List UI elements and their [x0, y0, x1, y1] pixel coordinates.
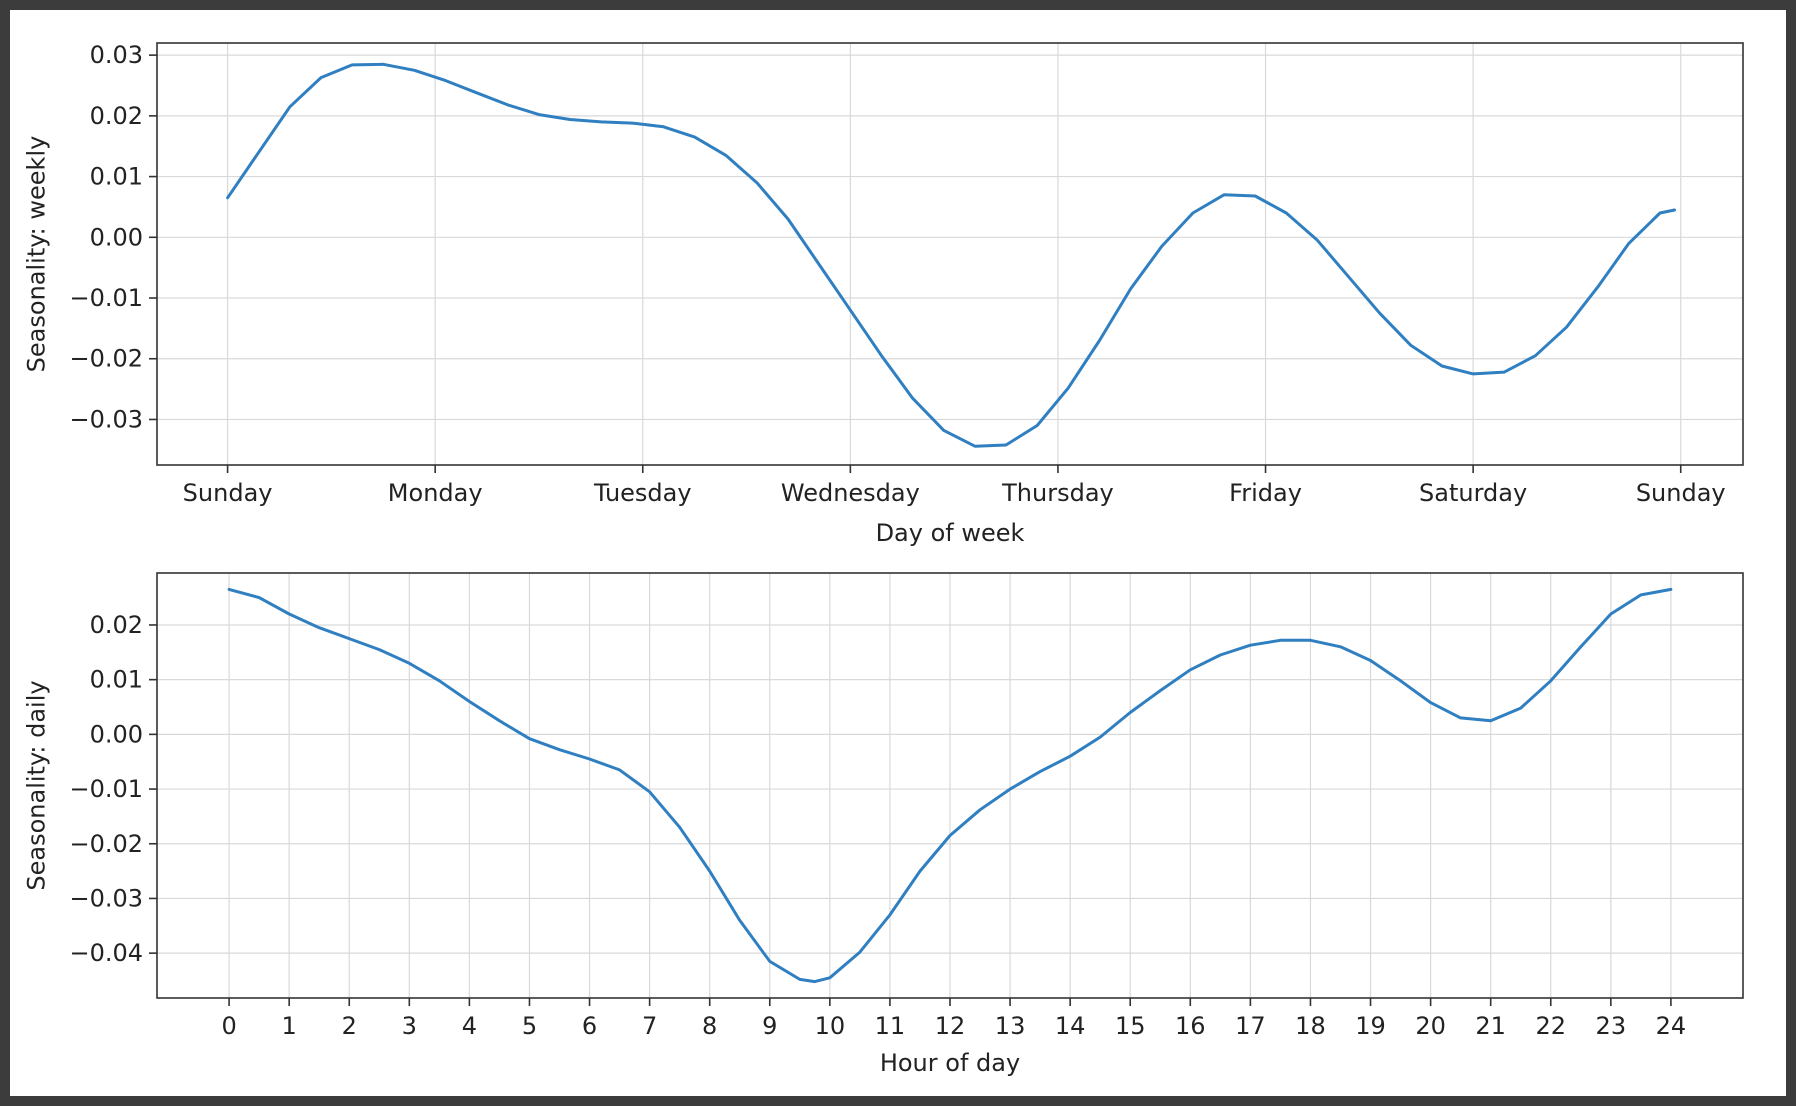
x-tick-label: Friday [1229, 479, 1302, 507]
x-tick-label: 8 [702, 1012, 717, 1040]
x-tick-label: 20 [1415, 1012, 1446, 1040]
x-tick-label: 12 [935, 1012, 966, 1040]
x-tick-label: Thursday [1001, 479, 1114, 507]
x-tick-label: 13 [995, 1012, 1026, 1040]
y-tick-label: 0.01 [90, 163, 143, 191]
series-line-0 [227, 587, 1673, 984]
series-line-0 [226, 62, 1676, 448]
x-tick-label: 3 [402, 1012, 417, 1040]
x-tick-label: Saturday [1419, 479, 1527, 507]
x-tick-label: Sunday [1636, 479, 1726, 507]
y-axis-title: Seasonality: weekly [22, 136, 50, 373]
x-tick-label: 6 [582, 1012, 597, 1040]
x-tick-label: Wednesday [781, 479, 920, 507]
x-tick-label: 15 [1115, 1012, 1146, 1040]
weekly-seasonality-chart: Sunday Monday Tuesday Wednesday Thursday Frid… [22, 41, 1744, 547]
x-tick-label: 9 [762, 1012, 777, 1040]
x-tick-label: 19 [1355, 1012, 1386, 1040]
y-tick-label: 0.01 [90, 666, 143, 694]
x-tick-label: Tuesday [593, 479, 692, 507]
x-tick-label: 18 [1295, 1012, 1326, 1040]
x-tick-label: 7 [642, 1012, 657, 1040]
x-tick-label: 2 [342, 1012, 357, 1040]
daily-seasonality-chart: 0 1 2 3 4 5 6 7 8 9 10 11 12 13 14 15 16 17 18 19 20 21 22 23 24… [22, 572, 1744, 1077]
x-tick-label: 21 [1475, 1012, 1506, 1040]
x-tick-label: 22 [1535, 1012, 1566, 1040]
y-axis-title: Seasonality: daily [22, 680, 50, 890]
x-tick-label: 1 [282, 1012, 297, 1040]
x-tick-label: 14 [1055, 1012, 1086, 1040]
y-tick-label: 0.00 [90, 720, 143, 748]
x-tick-label: 11 [875, 1012, 906, 1040]
y-tick-label: −0.01 [69, 775, 143, 803]
x-tick-label: 5 [522, 1012, 537, 1040]
y-tick-label: −0.03 [69, 884, 143, 912]
y-tick-label: −0.02 [69, 830, 143, 858]
y-tick-label: −0.01 [69, 284, 143, 312]
x-axis-title: Hour of day [880, 1049, 1020, 1077]
figure-svg: Sunday Monday Tuesday Wednesday Thursday Frid… [22, 41, 1744, 1077]
y-tick-label: 0.02 [90, 611, 143, 639]
y-tick-label: 0.02 [90, 102, 143, 130]
x-tick-label: 17 [1235, 1012, 1266, 1040]
x-tick-label: Monday [388, 479, 483, 507]
figure-canvas: Sunday Monday Tuesday Wednesday Thursday Frid… [10, 10, 1786, 1096]
x-axis-title: Day of week [876, 519, 1025, 547]
x-tick-label: 16 [1175, 1012, 1206, 1040]
x-tick-label: 10 [815, 1012, 846, 1040]
x-tick-label: 0 [221, 1012, 236, 1040]
x-tick-label: 24 [1656, 1012, 1687, 1040]
y-tick-label: 0.03 [90, 41, 143, 69]
x-tick-label: 23 [1596, 1012, 1627, 1040]
y-tick-label: −0.03 [69, 405, 143, 433]
x-tick-label: Sunday [183, 479, 273, 507]
y-tick-label: −0.02 [69, 345, 143, 373]
plot-area-frame [156, 42, 1744, 466]
x-tick-label: 4 [462, 1012, 477, 1040]
y-tick-label: −0.04 [69, 939, 143, 967]
y-tick-label: 0.00 [90, 223, 143, 251]
